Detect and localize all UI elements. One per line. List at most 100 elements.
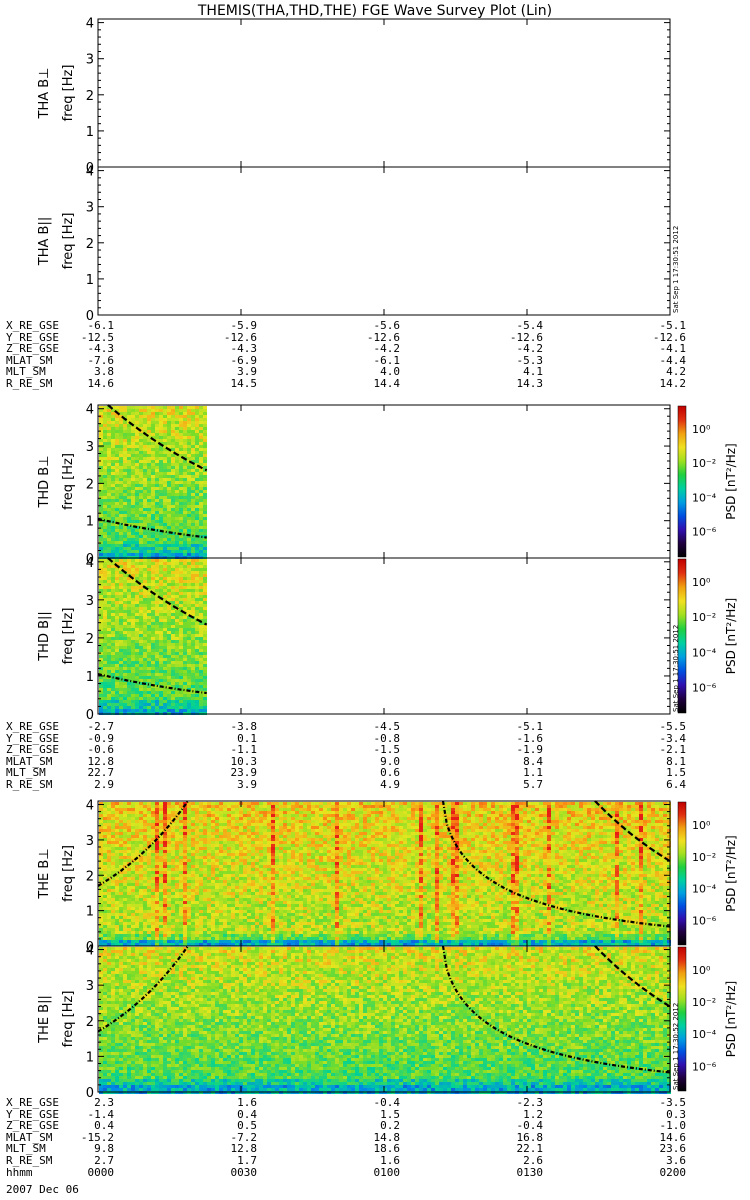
ephem-value: -0.4 [516, 1119, 544, 1133]
y-tick-label: 0 [86, 161, 94, 176]
y-tick-label: 2 [86, 632, 94, 647]
y-tick-label: 2 [86, 869, 94, 884]
ephem-row: X_RE_GSE -6.1 -5.9 -5.6 -5.4 -5.1 [6, 320, 696, 332]
ephem-value: -5.3 [516, 353, 544, 367]
colorbar-tick-label: 10⁻⁴ [692, 1028, 717, 1041]
ephem-value: 4.9 [380, 777, 400, 791]
colorbar-tick-label: 10⁻² [692, 851, 716, 864]
ephem-value: -4.5 [373, 720, 401, 733]
tha-ephemeris-table: X_RE_GSE -6.1 -5.9 -5.6 -5.4 -5.1 Y_RE_GSE -12.… [6, 320, 696, 390]
ephem-value: -1.1 [230, 743, 258, 757]
panel-frame [97, 18, 671, 168]
ephem-label: MLT_SM [6, 365, 46, 379]
ephem-value: -0.4 [373, 1096, 401, 1109]
ephem-row: Y_RE_GSE -0.9 0.1 -0.8 -1.6 -3.4 [6, 731, 696, 745]
ephem-row: MLT_SM 3.8 3.9 4.0 4.1 4.2 [6, 366, 696, 378]
ephem-value: -15.2 [80, 1130, 114, 1144]
the-upper-curve [594, 800, 671, 863]
ephem-row: X_RE_GSE 2.3 1.6 -0.4 -2.3 -3.5 [6, 1097, 696, 1109]
ephem-value: -2.3 [516, 1096, 544, 1109]
y-tick-label: 4 [86, 556, 94, 571]
y-tick-label: 1 [86, 670, 94, 685]
ephem-row: R_RE_SM 2.7 1.7 1.6 2.6 3.6 [6, 1155, 696, 1167]
ephem-value: 14.6 [659, 1130, 687, 1144]
spectrogram-thd-bperp [99, 406, 207, 559]
ephem-value: -1.0 [659, 1119, 687, 1133]
ephem-value: 1.6 [380, 1153, 400, 1167]
colorbar-tick-label: 10⁻⁴ [692, 883, 717, 896]
ephem-value: 0000 [87, 1165, 115, 1179]
panel-label: THE B⊥ [37, 848, 52, 899]
ephem-value: 23.9 [230, 766, 258, 780]
ephem-value: -1.6 [516, 731, 544, 745]
y-tick-label: 1 [86, 1050, 94, 1065]
the-ephemeris-table: X_RE_GSE 2.3 1.6 -0.4 -2.3 -3.5 Y_RE_GSE -1.4 0.… [6, 1097, 696, 1178]
colorbar-tick-label: 10⁻² [692, 457, 716, 470]
panel-label: THD B|| [37, 611, 52, 662]
ephem-row: R_RE_SM 2.9 3.9 4.9 5.7 6.4 [6, 779, 696, 791]
ephem-value: 9.0 [380, 754, 400, 768]
thd-upper-curve [107, 557, 208, 626]
ephem-row: R_RE_SM 14.6 14.5 14.4 14.3 14.2 [6, 378, 696, 390]
ephem-value: 0.3 [666, 1107, 686, 1121]
ephem-label: X_RE_GSE [6, 319, 59, 332]
ephem-value: -12.6 [223, 330, 257, 344]
y-tick-label: 0 [86, 1086, 94, 1101]
ephem-value: -1.4 [87, 1107, 115, 1121]
ephem-value: -6.9 [230, 353, 258, 367]
ephem-value: 5.7 [523, 777, 543, 791]
ephem-value: 10.3 [230, 754, 258, 768]
y-tick-label: 4 [86, 17, 94, 32]
y-tick-label: 0 [86, 708, 94, 723]
ephem-value: 3.8 [94, 365, 114, 379]
ephem-value: 1.5 [666, 766, 686, 780]
y-tick-label: 0 [86, 552, 94, 567]
the-rising-curve [97, 945, 189, 1033]
date-label: 2007 Dec 06 [6, 1183, 79, 1196]
ephem-label: R_RE_SM [6, 1153, 53, 1167]
ephem-value: -7.2 [230, 1130, 258, 1144]
ephem-value: -5.1 [659, 319, 687, 332]
y-axis-label: freq [Hz] [61, 991, 76, 1048]
ephem-value: 22.7 [87, 766, 115, 780]
y-tick-label: 4 [86, 944, 94, 959]
thd-lower-curve [97, 517, 207, 539]
ephem-value: 0100 [373, 1165, 401, 1179]
ephem-value: -12.5 [80, 330, 114, 344]
ephem-row: Y_RE_GSE -1.4 0.4 1.5 1.2 0.3 [6, 1107, 696, 1121]
ephem-value: -5.1 [516, 720, 544, 733]
ephem-value: -0.9 [87, 731, 115, 745]
y-axis-label: freq [Hz] [61, 608, 76, 665]
ephem-value: 0130 [516, 1165, 544, 1179]
colorbar-label: PSD [nT²/Hz] [724, 981, 738, 1057]
panel-label: THA B|| [37, 217, 52, 266]
colorbar [677, 405, 687, 558]
page-title: THEMIS(THA,THD,THE) FGE Wave Survey Plot… [197, 3, 553, 19]
ephem-value: -1.9 [516, 743, 544, 757]
spectrogram-the-bperp [99, 802, 671, 946]
ephem-label: X_RE_GSE [6, 1096, 59, 1109]
y-tick-label: 3 [86, 201, 94, 216]
panel-label: THE B|| [37, 995, 52, 1044]
ephem-value: 18.6 [373, 1142, 401, 1156]
the-falling-curve [441, 800, 671, 928]
ephem-value: 12.8 [230, 1142, 258, 1156]
y-axis-label: freq [Hz] [61, 213, 76, 270]
colorbar-label: PSD [nT²/Hz] [724, 835, 738, 911]
y-tick-label: 4 [86, 403, 94, 418]
ephem-value: -6.1 [87, 319, 115, 332]
ephem-value: -4.3 [230, 342, 258, 356]
y-tick-label: 3 [86, 440, 94, 455]
y-axis-label: freq [Hz] [61, 845, 76, 902]
ephem-value: -3.5 [659, 1096, 687, 1109]
ephem-value: 0200 [659, 1165, 687, 1179]
ephem-value: -4.1 [659, 342, 687, 356]
ephem-value: 4.0 [380, 365, 400, 379]
thd-lower-curve [97, 672, 207, 695]
ephem-value: 1.7 [237, 1153, 257, 1167]
ephem-label: Y_RE_GSE [6, 330, 59, 344]
ephem-row: MLAT_SM 12.8 10.3 9.0 8.4 8.1 [6, 756, 696, 768]
ephem-value: -2.1 [659, 743, 687, 757]
ephem-value: 0.4 [94, 1119, 114, 1133]
